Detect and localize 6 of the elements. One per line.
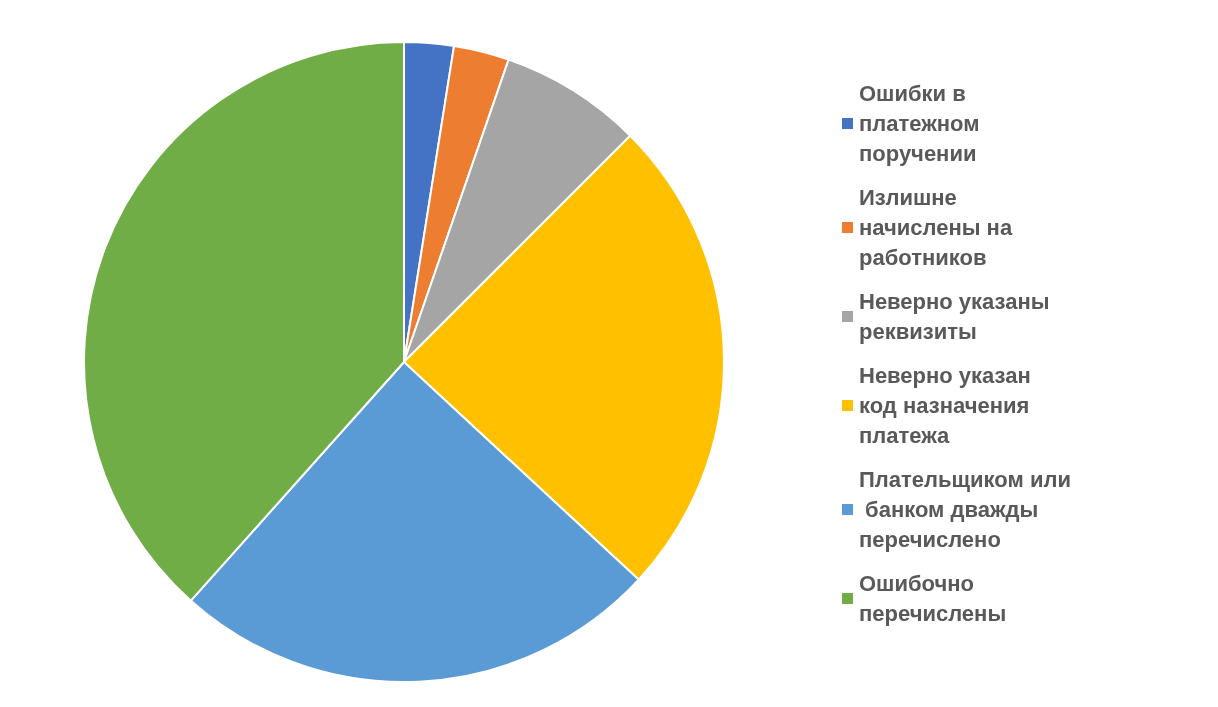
legend-label: Неверно указан код назначения платежа [859, 363, 1037, 448]
legend-label: Ошибочно перечислены [859, 571, 1007, 626]
legend-label: Ошибки в платежном поручении [859, 81, 986, 166]
legend-label: Плательщиком или банком дважды перечислено [859, 467, 1071, 552]
legend-label: Неверно указаны реквизиты [859, 289, 1056, 344]
legend-label: Излишне начислены на работников [859, 185, 1019, 270]
